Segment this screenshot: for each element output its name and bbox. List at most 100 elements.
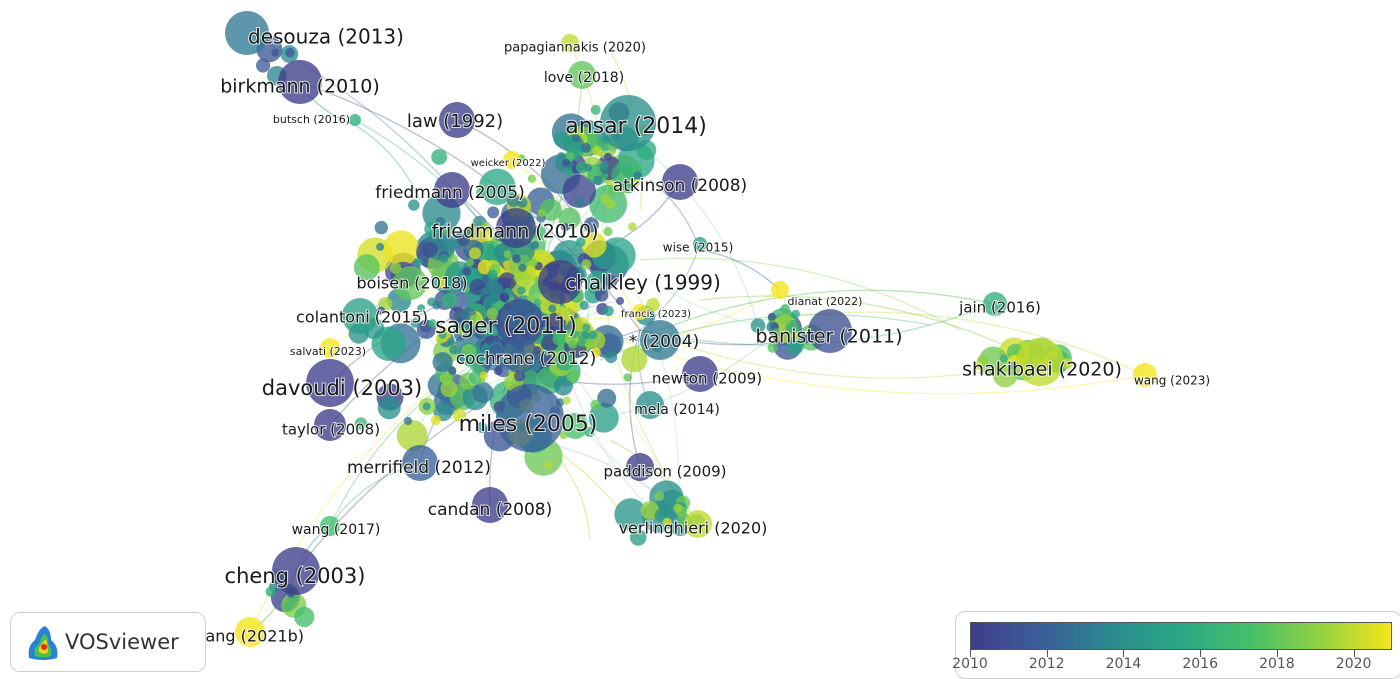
node-label[interactable]: law (1992) (406, 110, 504, 133)
network-node[interactable] (565, 152, 576, 162)
network-node-labeled[interactable] (496, 208, 536, 248)
network-node[interactable] (588, 330, 598, 340)
network-node[interactable] (579, 300, 589, 310)
network-node[interactable] (581, 259, 592, 270)
network-node-labeled[interactable] (662, 164, 698, 200)
network-node[interactable] (457, 233, 470, 247)
node-label[interactable]: wang (2023) (1133, 373, 1211, 389)
network-node[interactable] (600, 193, 610, 204)
network-node[interactable] (537, 208, 546, 217)
node-label[interactable]: merrifield (2012) (346, 457, 492, 479)
network-node[interactable] (513, 273, 522, 283)
network-node[interactable] (462, 267, 472, 276)
network-node[interactable] (465, 227, 474, 236)
network-node-labeled[interactable] (503, 151, 521, 169)
network-node[interactable] (377, 396, 401, 420)
network-node[interactable] (603, 226, 613, 237)
network-node-labeled[interactable] (502, 337, 538, 373)
network-node[interactable] (531, 241, 540, 250)
network-node[interactable] (555, 351, 575, 371)
network-node[interactable] (493, 366, 503, 376)
network-node[interactable] (791, 309, 800, 318)
network-node[interactable] (592, 145, 603, 157)
network-node[interactable] (791, 343, 800, 352)
network-node[interactable] (438, 330, 447, 339)
network-node[interactable] (604, 152, 612, 161)
network-node[interactable] (408, 199, 420, 211)
node-label[interactable]: verlinghieri (2020) (618, 518, 769, 539)
network-node[interactable] (512, 254, 521, 264)
network-node[interactable] (553, 131, 570, 147)
network-node[interactable] (285, 47, 295, 58)
network-node[interactable] (486, 307, 499, 320)
node-label[interactable]: salvati (2023) (289, 344, 367, 359)
network-node[interactable] (465, 258, 475, 267)
network-node[interactable] (662, 517, 672, 527)
network-node[interactable] (472, 382, 494, 403)
network-node-labeled[interactable] (225, 11, 269, 55)
network-node[interactable] (481, 222, 490, 231)
network-node[interactable] (447, 337, 456, 346)
network-node[interactable] (479, 371, 488, 380)
network-node[interactable] (621, 346, 648, 373)
network-node[interactable] (584, 426, 595, 438)
node-label[interactable]: shakibaei (2020) (961, 358, 1123, 382)
network-node[interactable] (485, 336, 494, 345)
network-node[interactable] (555, 307, 564, 316)
node-label[interactable]: davoudi (2003) (261, 375, 423, 401)
network-node[interactable] (479, 168, 516, 205)
network-node[interactable] (561, 158, 570, 167)
network-node[interactable] (436, 277, 448, 288)
network-node[interactable] (488, 281, 504, 297)
network-node[interactable] (265, 586, 276, 597)
network-node[interactable] (499, 292, 510, 303)
network-node[interactable] (468, 247, 482, 260)
network-node[interactable] (622, 180, 636, 194)
node-label[interactable]: cheng (2003) (224, 563, 367, 589)
network-node[interactable] (559, 430, 568, 440)
network-node-labeled[interactable] (561, 34, 579, 52)
node-label[interactable]: wang (2017) (291, 521, 382, 539)
network-node[interactable] (974, 361, 983, 370)
network-node[interactable] (580, 142, 591, 153)
node-label[interactable]: newton (2009) (651, 369, 763, 389)
network-node-labeled[interactable] (636, 391, 664, 419)
network-node[interactable] (439, 254, 449, 263)
network-node[interactable] (403, 416, 413, 426)
network-node[interactable] (623, 373, 632, 382)
network-node[interactable] (383, 230, 419, 266)
network-node[interactable] (539, 353, 553, 367)
node-label[interactable]: taylor (2008) (281, 420, 381, 440)
network-node[interactable] (584, 340, 593, 349)
network-node[interactable] (422, 402, 431, 411)
network-node[interactable] (629, 529, 647, 546)
network-node[interactable] (560, 307, 575, 321)
node-label[interactable]: paddison (2009) (602, 462, 727, 482)
network-node[interactable] (487, 269, 498, 280)
node-label[interactable]: yang (2021b) (195, 626, 305, 647)
network-node[interactable] (604, 275, 618, 289)
network-node-labeled[interactable] (320, 516, 340, 536)
network-node[interactable] (750, 318, 766, 334)
network-node[interactable] (767, 342, 778, 353)
network-node-labeled[interactable] (1133, 363, 1157, 387)
network-node[interactable] (439, 371, 453, 385)
node-label[interactable]: weicker (2022) (470, 157, 547, 170)
network-node[interactable] (527, 293, 536, 302)
network-node-labeled[interactable] (472, 487, 508, 523)
network-node-labeled[interactable] (632, 304, 648, 320)
network-node[interactable] (430, 415, 441, 426)
network-node-labeled[interactable] (771, 281, 789, 299)
network-node[interactable] (628, 222, 637, 231)
network-node[interactable] (539, 198, 562, 221)
network-node[interactable] (353, 254, 380, 281)
network-node-labeled[interactable] (983, 292, 1007, 316)
network-node[interactable] (424, 221, 439, 237)
network-node-labeled[interactable] (693, 237, 707, 251)
node-label[interactable]: atkinson (2008) (612, 175, 748, 197)
network-node[interactable] (489, 344, 502, 357)
network-node-labeled[interactable] (272, 547, 320, 595)
node-label[interactable]: love (2018) (543, 69, 625, 87)
network-node[interactable] (486, 243, 495, 252)
network-node[interactable] (527, 174, 537, 183)
